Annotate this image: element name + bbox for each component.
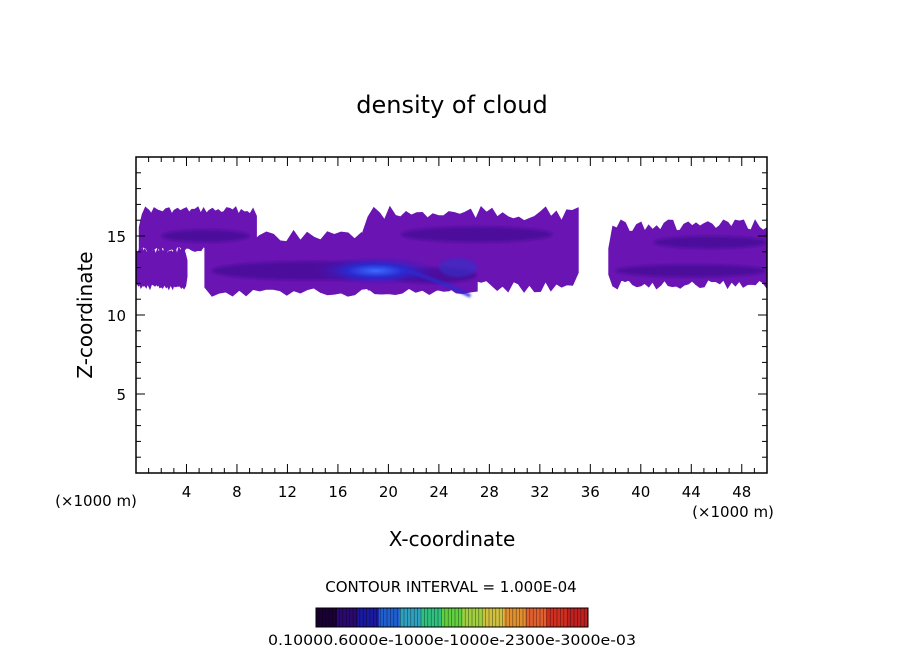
colorbar-bin xyxy=(567,608,589,627)
cloud-region xyxy=(136,245,188,291)
colorbar-bin xyxy=(441,608,463,627)
cloud-density-field xyxy=(136,205,767,298)
colorbar-bin xyxy=(525,608,547,627)
colorbar-bin xyxy=(378,608,401,627)
y-axis-unit: (×1000 m) xyxy=(55,492,137,510)
colorbar-labels: 0.10000.6000e-1000e-1000e-2300e-3000e-03 xyxy=(268,633,636,649)
colorbar-bin xyxy=(399,608,422,627)
colorbar-bin xyxy=(462,608,484,627)
x-tick-label: 44 xyxy=(682,483,701,501)
colorbar-bin xyxy=(483,608,505,627)
cloud-core xyxy=(312,256,439,285)
x-tick-label: 20 xyxy=(379,483,398,501)
colorbar-bin xyxy=(504,608,526,627)
colorbar-frame xyxy=(315,607,589,628)
cloud-band xyxy=(161,229,250,243)
chart-title: density of cloud xyxy=(356,91,547,119)
cloud-band xyxy=(401,226,553,243)
x-tick-label: 12 xyxy=(278,483,297,501)
x-tick-label: 28 xyxy=(480,483,499,501)
y-axis-title: Z-coordinate xyxy=(73,251,97,378)
x-axis-unit: (×1000 m) xyxy=(692,503,774,521)
cloud-band xyxy=(615,264,767,278)
plot-frame xyxy=(135,156,768,474)
colorbar-bin xyxy=(316,608,338,627)
x-tick-label: 40 xyxy=(631,483,650,501)
y-tick-label: 15 xyxy=(107,228,126,246)
y-tick-label: 5 xyxy=(116,386,126,404)
x-tick-label: 16 xyxy=(328,483,347,501)
y-tick-label: 10 xyxy=(107,307,126,325)
x-axis-title: X-coordinate xyxy=(389,527,516,551)
cloud-core-tail xyxy=(400,267,472,298)
x-tick-label: 4 xyxy=(182,483,192,501)
colorbar xyxy=(315,607,589,628)
colorbar-bin xyxy=(336,608,359,627)
x-tick-label: 24 xyxy=(429,483,448,501)
cloud-region xyxy=(608,219,767,290)
x-tick-label: 48 xyxy=(732,483,751,501)
x-tick-label: 32 xyxy=(530,483,549,501)
x-tick-label: 8 xyxy=(232,483,242,501)
colorbar-bin xyxy=(357,608,380,627)
cloud-band xyxy=(653,236,767,249)
contour-interval-label: CONTOUR INTERVAL = 1.000E-04 xyxy=(325,578,576,596)
x-tick-label: 36 xyxy=(581,483,600,501)
cloud-core-secondary xyxy=(438,258,477,278)
